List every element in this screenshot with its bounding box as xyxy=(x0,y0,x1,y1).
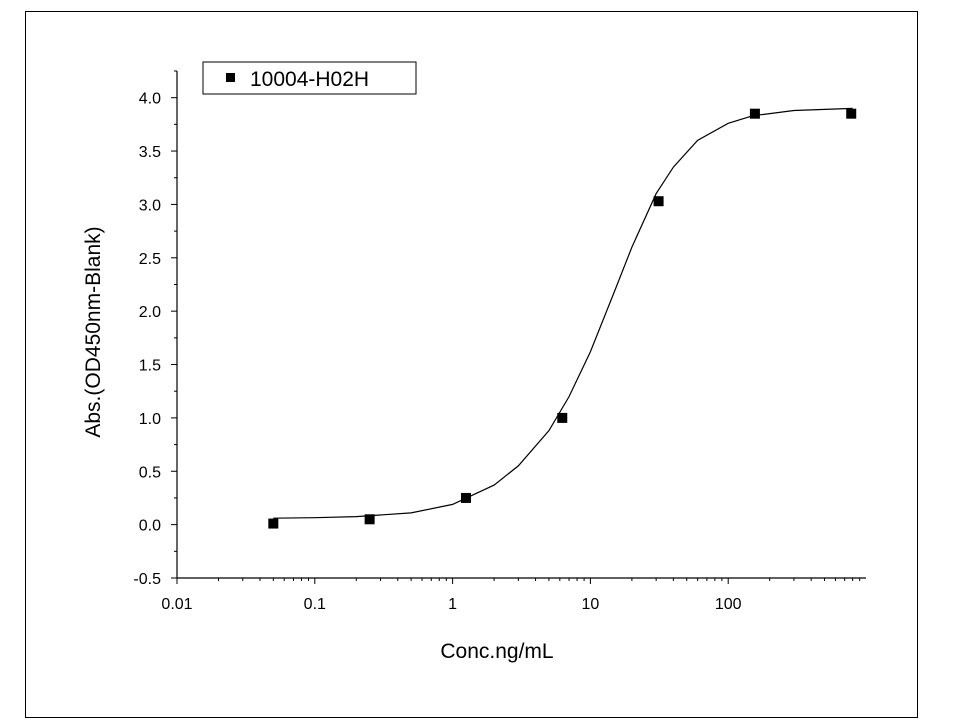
data-point xyxy=(364,514,375,525)
data-point xyxy=(460,492,471,503)
y-axis-label: Abs.(OD450nm-Blank) xyxy=(82,226,105,437)
data-points xyxy=(268,108,857,529)
fit-curve xyxy=(273,107,853,519)
legend: 10004-H02H xyxy=(202,61,417,95)
x-axis-ticks: 0.01 0.1 1 10 100 xyxy=(161,578,861,613)
axes xyxy=(176,71,866,579)
y-tick-label: -0.5 xyxy=(133,571,161,588)
y-tick-label: 4.0 xyxy=(139,91,161,108)
y-tick-label: 0.0 xyxy=(139,518,161,535)
legend-entry: 10004-H02H xyxy=(250,68,369,91)
y-tick-label: 2.5 xyxy=(139,251,161,268)
y-tick-label: 3.5 xyxy=(139,144,161,161)
x-axis-label: Conc.ng/mL xyxy=(440,640,553,663)
x-tick-label: 1 xyxy=(448,596,457,613)
x-tick-label: 100 xyxy=(715,596,742,613)
legend-marker-square xyxy=(226,73,235,82)
data-point xyxy=(268,518,279,529)
y-tick-label: 3.0 xyxy=(139,197,161,214)
y-tick-label: 1.0 xyxy=(139,411,161,428)
x-tick-label: 10 xyxy=(582,596,600,613)
data-point xyxy=(846,108,857,119)
data-point xyxy=(749,108,760,119)
data-point xyxy=(557,412,568,423)
y-tick-label: 2.0 xyxy=(139,304,161,321)
y-axis-ticks: -0.5 0.0 0.5 1.0 1.5 2.0 2.5 3.0 3.5 4.0 xyxy=(133,70,177,588)
y-tick-label: 0.5 xyxy=(139,464,161,481)
legend-box xyxy=(202,61,417,95)
y-tick-label: 1.5 xyxy=(139,358,161,375)
x-tick-label: 0.1 xyxy=(304,596,326,613)
x-tick-label: 0.01 xyxy=(161,596,192,613)
data-point xyxy=(653,196,664,207)
